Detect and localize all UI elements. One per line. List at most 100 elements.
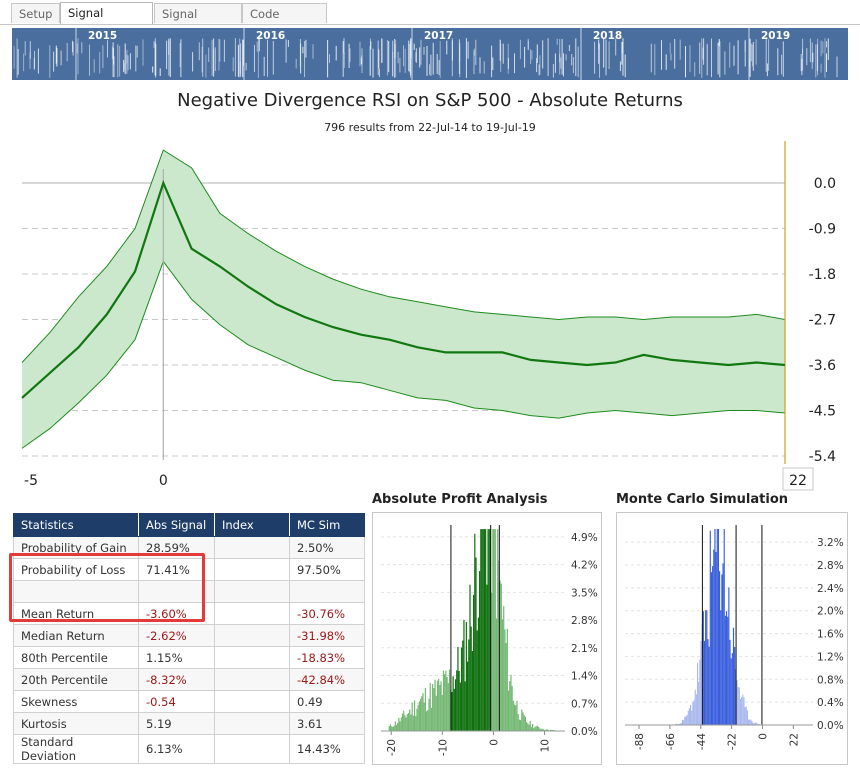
mc-sim-value: -31.98% — [290, 625, 365, 647]
histogram-bar — [459, 671, 460, 731]
histogram-bar — [468, 639, 469, 731]
index-value — [215, 713, 290, 735]
histogram-bar — [451, 692, 452, 731]
tab-setup[interactable]: Setup — [11, 3, 60, 23]
stat-label: Median Return — [14, 625, 139, 647]
histogram-bar — [486, 585, 487, 731]
histogram-bar — [745, 707, 746, 725]
index-value — [215, 735, 290, 764]
histogram-bar — [414, 700, 415, 731]
histogram-bar — [534, 727, 535, 731]
y-tick-label: 0.8% — [817, 674, 844, 686]
mc-sim-value: 0.49 — [290, 691, 365, 713]
histogram-bar — [742, 695, 743, 725]
histogram-bar — [698, 682, 699, 725]
histogram-bar — [538, 727, 539, 731]
histogram-bar — [725, 616, 726, 725]
histogram-bar — [496, 618, 497, 731]
histogram-bar — [444, 674, 445, 731]
histogram-bar — [483, 529, 484, 731]
histogram-bar — [413, 716, 414, 731]
y-tick-label: 0.0% — [571, 726, 598, 738]
histogram-bar — [748, 720, 749, 725]
histogram-bar — [397, 723, 398, 731]
histogram-bar — [713, 550, 714, 725]
histogram-bar — [733, 628, 734, 725]
index-value — [215, 669, 290, 691]
histogram-bar — [457, 647, 458, 731]
histogram-bar — [510, 675, 511, 731]
stat-label: Standard Deviation — [14, 735, 139, 764]
histogram-bar — [738, 687, 739, 725]
year-label-2015: 2015 — [88, 30, 117, 42]
histogram-bar — [497, 529, 498, 731]
x-tick-label: -88 — [634, 733, 646, 750]
histogram-bar — [456, 670, 457, 731]
y-tick-label: -5.4 — [809, 449, 836, 465]
histogram-bar — [749, 720, 750, 725]
histogram-bar — [741, 697, 742, 725]
histogram-bar — [720, 610, 721, 725]
histogram-bar — [508, 691, 509, 731]
histogram-bar — [504, 629, 505, 731]
histogram-bar — [418, 705, 419, 731]
abs-signal-value: 1.15% — [139, 647, 215, 669]
histogram-bar — [432, 684, 433, 731]
histogram-bar — [454, 689, 455, 731]
index-value — [215, 625, 290, 647]
histogram-bar — [480, 529, 481, 731]
mc-sim-value: 2.50% — [290, 537, 365, 559]
histogram-bar — [530, 721, 531, 731]
col-header-mc-sim: MC Sim — [290, 514, 365, 537]
histogram-bar — [712, 566, 713, 725]
monte-carlo-histogram-panel: 3.2%2.8%2.4%2.0%1.6%1.2%0.8%0.4%0.0%-88-… — [616, 512, 848, 765]
histogram-bar — [471, 627, 472, 731]
tab-code-results[interactable]: Code Results — [242, 3, 327, 23]
histogram-bar — [721, 574, 722, 725]
y-tick-label: -4.5 — [809, 404, 836, 420]
table-row: Median Return-2.62%-31.98% — [14, 625, 365, 647]
x-tick-label: 22 — [788, 733, 800, 746]
histogram-bar — [398, 718, 399, 731]
histogram-bar — [406, 717, 407, 731]
highlight-box — [9, 553, 205, 622]
year-label-2019: 2019 — [761, 30, 790, 42]
monte-carlo-histogram: 3.2%2.8%2.4%2.0%1.6%1.2%0.8%0.4%0.0%-88-… — [617, 513, 847, 764]
tab-signal-results[interactable]: Signal Results — [154, 3, 242, 23]
histogram-bar — [426, 711, 427, 731]
mc-sim-value: 3.61 — [290, 713, 365, 735]
histogram-bar — [401, 717, 402, 731]
histogram-bar — [690, 705, 691, 725]
histogram-bar — [513, 701, 514, 731]
histogram-bar — [463, 620, 464, 731]
year-label-2018: 2018 — [593, 30, 622, 42]
histogram-bar — [685, 716, 686, 725]
stat-label: 20th Percentile — [14, 669, 139, 691]
histogram-bar — [487, 529, 488, 731]
histogram-bar — [747, 710, 748, 725]
histogram-bar — [521, 709, 522, 731]
y-tick-label: 1.4% — [571, 671, 598, 683]
histogram-bar — [415, 716, 416, 731]
abs-signal-value: 5.19 — [139, 713, 215, 735]
histogram-bar — [475, 558, 476, 731]
histogram-bar — [519, 720, 520, 731]
histogram-bar — [536, 726, 537, 731]
histogram-bar — [699, 660, 700, 725]
signal-timeline[interactable]: 2015 2016 2017 2018 2019 — [12, 28, 848, 80]
histogram-bar — [722, 563, 723, 725]
histogram-bar — [743, 697, 744, 725]
histogram-bar — [410, 715, 411, 731]
tab-signal-analysis[interactable]: Signal Analysis — [60, 2, 153, 24]
histogram-bar — [507, 629, 508, 731]
histogram-bar — [684, 717, 685, 725]
mc-sim-value: -42.84% — [290, 669, 365, 691]
histogram-bar — [489, 529, 490, 731]
histogram-bar — [395, 721, 396, 731]
histogram-bar — [518, 714, 519, 731]
histogram-bar — [409, 710, 410, 731]
histogram-bar — [512, 686, 513, 731]
index-value — [215, 581, 290, 603]
